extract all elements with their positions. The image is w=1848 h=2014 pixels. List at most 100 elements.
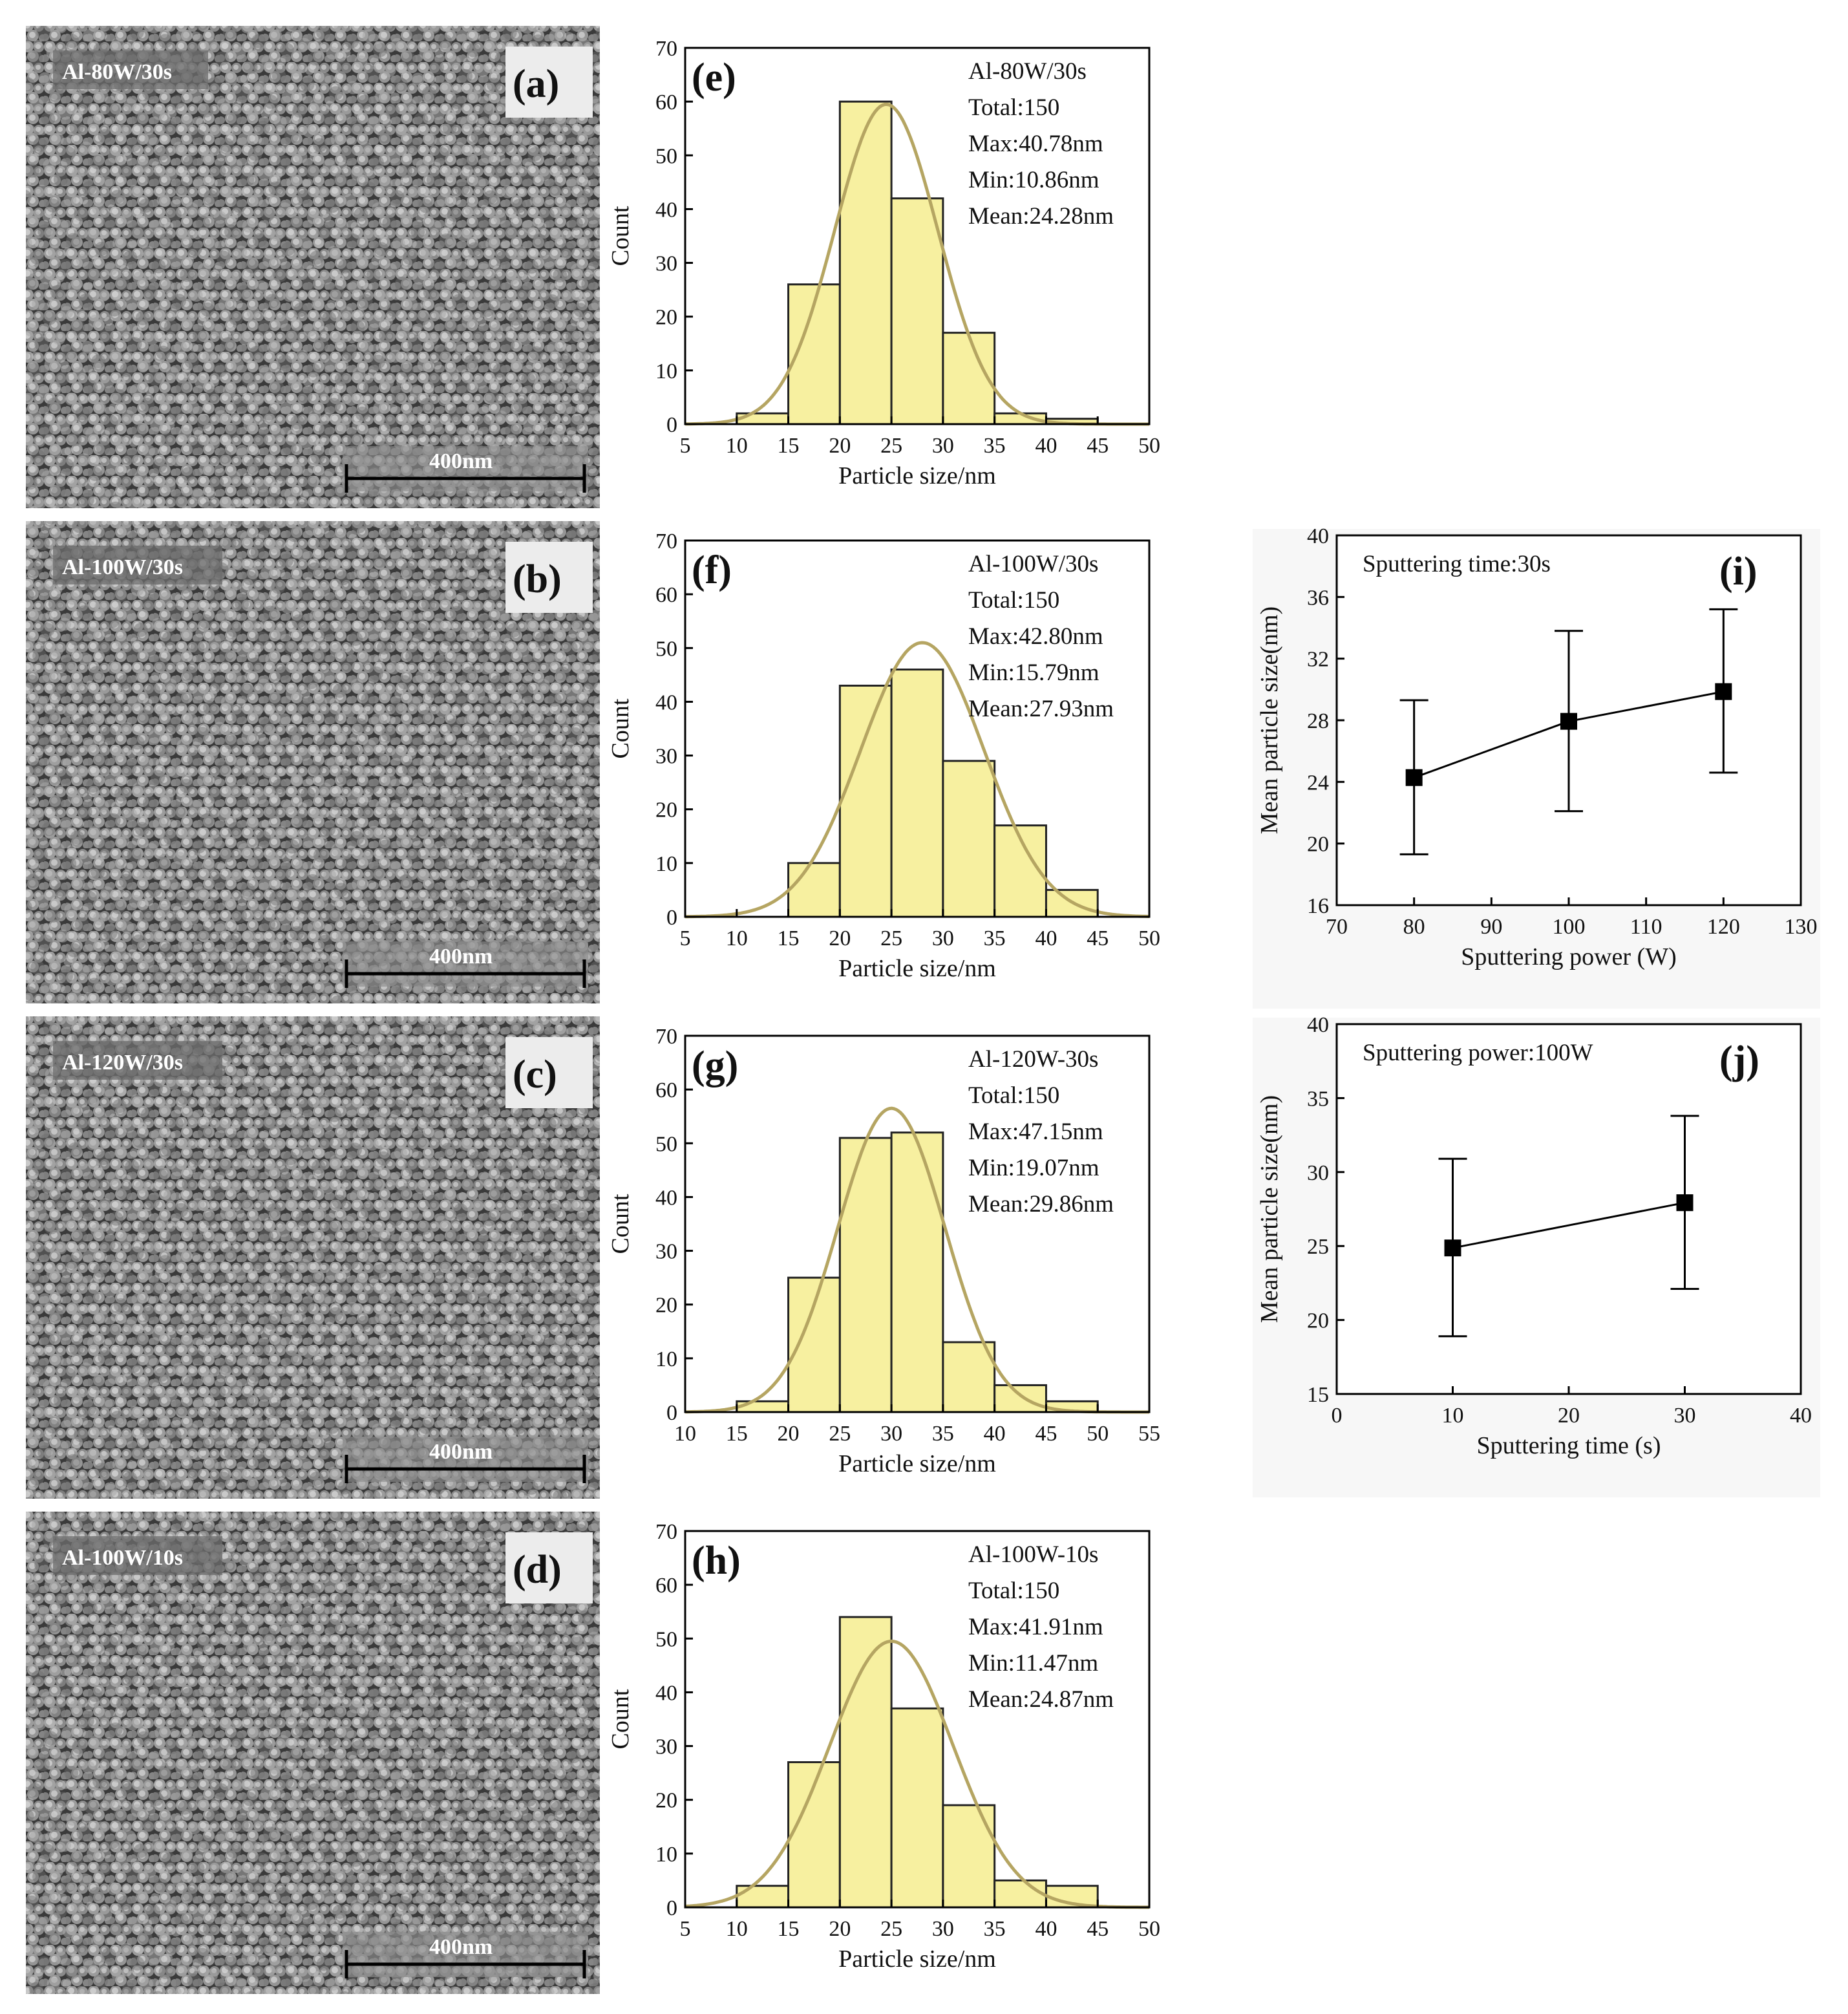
y-tick-label: 32 bbox=[1307, 648, 1329, 672]
histogram-bar bbox=[942, 1341, 996, 1413]
x-tick-label: 40 bbox=[984, 1422, 1006, 1446]
sem-sample-label: Al-100W/10s bbox=[62, 1546, 183, 1570]
histogram-bar bbox=[838, 684, 893, 918]
y-tick-label: 50 bbox=[655, 144, 677, 168]
histogram-bar bbox=[787, 1761, 841, 1909]
x-tick-label: 120 bbox=[1707, 915, 1740, 939]
x-tick-label: 20 bbox=[829, 927, 851, 950]
scale-bar-label: 400nm bbox=[429, 945, 493, 969]
x-tick-label: 5 bbox=[680, 1917, 691, 1941]
scale-bar bbox=[345, 464, 586, 493]
x-tick-label: 40 bbox=[1790, 1404, 1812, 1428]
histogram-bar bbox=[736, 1400, 790, 1413]
panel-letter: (j) bbox=[1719, 1038, 1759, 1082]
x-tick-label: 130 bbox=[1785, 915, 1818, 939]
annotation-line: Max:40.78nm bbox=[968, 131, 1103, 157]
y-tick-label: 20 bbox=[1307, 1309, 1329, 1333]
annotation-line: Mean:29.86nm bbox=[968, 1191, 1114, 1217]
x-tick-label: 30 bbox=[932, 927, 954, 950]
y-axis-label: Mean particle size(nm) bbox=[1256, 606, 1283, 834]
chart-i: 70 80 90 100 110 120 130 16 20 24 28 32 36 40 Sputteri… bbox=[1253, 524, 1820, 1009]
y-tick-label: 20 bbox=[655, 798, 677, 822]
x-tick-label: 20 bbox=[1558, 1404, 1580, 1428]
x-tick-label: 15 bbox=[778, 1917, 800, 1941]
panel-letter: (g) bbox=[692, 1044, 738, 1087]
x-axis-label: Particle size/nm bbox=[838, 1450, 996, 1477]
data-point bbox=[1715, 683, 1732, 700]
x-tick-label: 20 bbox=[829, 434, 851, 458]
histogram-bar bbox=[736, 412, 790, 425]
x-tick-label: 40 bbox=[1035, 434, 1057, 458]
data-point bbox=[1405, 769, 1423, 786]
annotation-line: Al-120W-30s bbox=[968, 1046, 1098, 1073]
gaussian-fit-line bbox=[685, 641, 1150, 919]
x-tick-label: 35 bbox=[984, 1917, 1006, 1941]
x-tick-label: 10 bbox=[726, 434, 748, 458]
y-tick-label: 0 bbox=[666, 1896, 677, 1920]
annotation-line: Min:11.47nm bbox=[968, 1650, 1098, 1677]
x-axis-label: Particle size/nm bbox=[838, 1945, 996, 1973]
panel-letter: (b) bbox=[513, 557, 562, 601]
annotation-line: Max:41.91nm bbox=[968, 1614, 1103, 1640]
panel-letter: (e) bbox=[692, 56, 736, 100]
x-tick-label: 15 bbox=[726, 1422, 748, 1446]
annotation-line: Total:150 bbox=[968, 1082, 1059, 1109]
scale-bar-label: 400nm bbox=[429, 449, 493, 473]
plot-frame bbox=[684, 47, 1151, 425]
histogram-bar bbox=[787, 862, 841, 918]
histogram-bar bbox=[942, 1804, 996, 1909]
x-tick-label: 5 bbox=[680, 434, 691, 458]
chart-j: 0 10 20 30 40 15 20 25 30 35 40 Sputtering time (s)… bbox=[1253, 1013, 1820, 1497]
x-axis-label: Sputtering time (s) bbox=[1477, 1432, 1661, 1459]
chart-h: 5 10 15 20 25 30 35 40 45 50 0 10 20 30 40 50 60 70 Partic… bbox=[607, 1520, 1160, 1973]
x-tick-label: 0 bbox=[1332, 1404, 1343, 1428]
x-tick-label: 40 bbox=[1035, 927, 1057, 950]
x-tick-label: 10 bbox=[674, 1422, 696, 1446]
y-tick-label: 20 bbox=[1307, 833, 1329, 857]
histogram-bar bbox=[890, 1131, 944, 1413]
y-tick-label: 40 bbox=[1307, 524, 1329, 548]
data-point bbox=[1560, 712, 1577, 730]
chart-g: 10 15 20 25 30 35 40 45 50 55010203040506070Parti… bbox=[607, 1025, 1160, 1477]
sem-sample-label: Al-120W/30s bbox=[62, 1051, 183, 1075]
plot-frame bbox=[684, 1034, 1151, 1413]
annotation-line: Sputtering time:30s bbox=[1363, 551, 1551, 577]
x-tick-label: 45 bbox=[1087, 434, 1109, 458]
x-tick-label: 45 bbox=[1035, 1422, 1057, 1446]
x-tick-label: 35 bbox=[984, 927, 1006, 950]
annotation-line: Total:150 bbox=[968, 587, 1059, 614]
x-tick-label: 50 bbox=[1138, 434, 1160, 458]
x-tick-label: 50 bbox=[1087, 1422, 1109, 1446]
x-tick-label: 50 bbox=[1138, 1917, 1160, 1941]
y-tick-label: 30 bbox=[655, 745, 677, 769]
y-tick-label: 25 bbox=[1307, 1235, 1329, 1259]
x-tick-label: 35 bbox=[984, 434, 1006, 458]
y-tick-label: 10 bbox=[655, 852, 677, 876]
series-line bbox=[1452, 1201, 1685, 1249]
x-tick-label: 10 bbox=[726, 927, 748, 950]
y-tick-label: 10 bbox=[655, 1347, 677, 1371]
x-axis-label: Particle size/nm bbox=[838, 955, 996, 982]
y-tick-label: 40 bbox=[655, 198, 677, 222]
x-tick-label: 40 bbox=[1035, 1917, 1057, 1941]
x-tick-label: 110 bbox=[1630, 915, 1662, 939]
y-tick-label: 10 bbox=[655, 359, 677, 383]
y-tick-label: 60 bbox=[655, 1078, 677, 1102]
plot-area bbox=[1337, 1024, 1801, 1394]
annotation-line: Max:47.15nm bbox=[968, 1119, 1103, 1145]
x-tick-label: 25 bbox=[829, 1422, 851, 1446]
annotation-line: Min:19.07nm bbox=[968, 1155, 1099, 1181]
annotation-line: Mean:24.87nm bbox=[968, 1686, 1114, 1713]
x-tick-label: 25 bbox=[880, 927, 902, 950]
scale-bar bbox=[345, 1950, 586, 1978]
scale-bar-label: 400nm bbox=[429, 1935, 493, 1959]
data-point bbox=[1676, 1194, 1694, 1212]
y-axis-label: Count bbox=[607, 206, 634, 266]
annotation-line: Al-80W/30s bbox=[968, 58, 1087, 85]
y-tick-label: 70 bbox=[655, 1520, 677, 1544]
x-tick-label: 55 bbox=[1138, 1422, 1160, 1446]
plot-frame bbox=[684, 1530, 1151, 1909]
x-tick-label: 45 bbox=[1087, 1917, 1109, 1941]
y-tick-label: 70 bbox=[655, 1025, 677, 1049]
